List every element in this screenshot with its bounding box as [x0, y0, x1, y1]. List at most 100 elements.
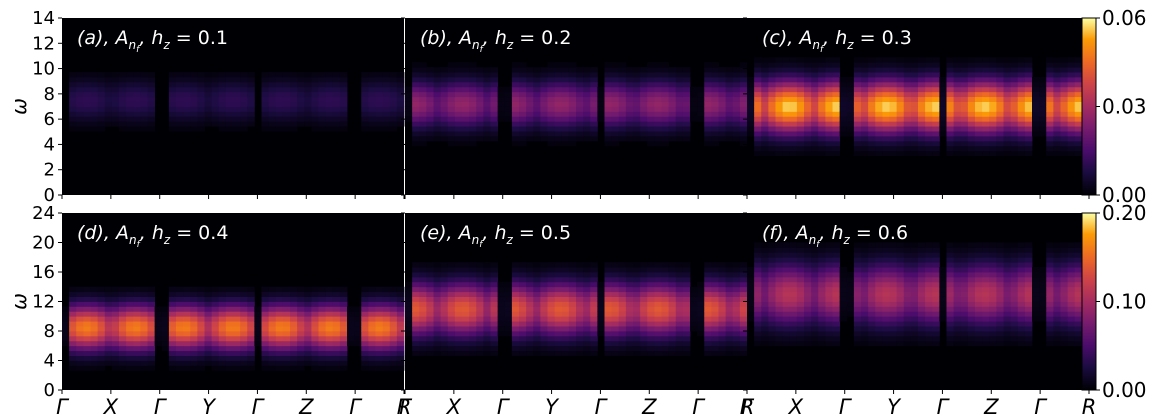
- heatmap-cell: [682, 72, 691, 78]
- heatmap-cell: [818, 252, 826, 258]
- heatmap-cell: [633, 116, 641, 122]
- heatmap-cell: [1017, 272, 1026, 278]
- heatmap-cell: [447, 286, 456, 293]
- heatmap-cell: [868, 77, 876, 83]
- heatmap-cell: [76, 286, 84, 293]
- heatmap-cell: [604, 91, 613, 98]
- heatmap-cell: [454, 67, 463, 73]
- heatmap-cell: [126, 306, 134, 312]
- heatmap-cell: [925, 67, 933, 73]
- heatmap-cell: [811, 326, 819, 332]
- heatmap-cell: [982, 262, 990, 268]
- heatmap-cell: [1074, 126, 1083, 132]
- heatmap-cell: [896, 286, 905, 293]
- heatmap-cell: [782, 67, 791, 73]
- heatmap-cell: [147, 101, 156, 107]
- heatmap-cell: [796, 286, 805, 293]
- heatmap-cell: [311, 316, 319, 322]
- heatmap-cell: [140, 101, 148, 107]
- heatmap-cell: [654, 62, 662, 68]
- heatmap-cell: [640, 350, 648, 356]
- heatmap-cell: [275, 116, 284, 122]
- heatmap-cell: [910, 340, 919, 347]
- heatmap-cell: [768, 311, 776, 317]
- heatmap-cell: [597, 291, 605, 297]
- heatmap-cell: [233, 101, 241, 107]
- heatmap-cell: [318, 291, 327, 297]
- heatmap-cell: [832, 276, 841, 283]
- heatmap-cell: [1032, 106, 1040, 112]
- heatmap-cell: [853, 267, 862, 273]
- heatmap-cell: [853, 326, 862, 332]
- heatmap-cell: [775, 111, 784, 117]
- heatmap-cell: [318, 296, 327, 302]
- heatmap-cell: [953, 257, 962, 263]
- heatmap-cell: [97, 81, 106, 88]
- heatmap-cell: [233, 360, 241, 366]
- heatmap-cell: [796, 242, 805, 248]
- heatmap-cell: [1060, 86, 1069, 93]
- heatmap-cell: [1060, 326, 1069, 332]
- heatmap-cell: [396, 306, 405, 312]
- heatmap-cell: [640, 306, 648, 312]
- heatmap-cell: [1010, 101, 1019, 107]
- heatmap-cell: [1010, 301, 1019, 307]
- heatmap-cell: [1067, 77, 1076, 83]
- heatmap-cell: [996, 86, 1004, 93]
- heatmap-cell: [197, 326, 205, 332]
- heatmap-cell: [554, 86, 563, 93]
- heatmap-cell: [183, 301, 191, 307]
- heatmap-cell: [347, 331, 355, 337]
- heatmap-cell: [176, 355, 184, 361]
- heatmap-cell: [476, 81, 484, 88]
- heatmap-cell: [183, 316, 191, 322]
- heatmap-cell: [839, 316, 848, 322]
- heatmap-cell: [490, 136, 499, 142]
- heatmap-cell: [1017, 106, 1026, 112]
- heatmap-cell: [903, 96, 912, 102]
- heatmap-cell: [361, 350, 369, 356]
- heatmap-cell: [604, 335, 613, 342]
- heatmap-cell: [853, 276, 862, 283]
- heatmap-cell: [640, 331, 648, 337]
- heatmap-cell: [361, 296, 369, 302]
- heatmap-cell: [611, 67, 620, 73]
- heatmap-cell: [789, 150, 798, 157]
- heatmap-cell: [83, 301, 91, 307]
- heatmap-cell: [953, 262, 962, 268]
- heatmap-cell: [967, 111, 976, 117]
- heatmap-cell: [526, 272, 534, 278]
- heatmap-cell: [1032, 286, 1040, 293]
- heatmap-cell: [211, 121, 220, 127]
- heatmap-cell: [233, 286, 241, 293]
- heatmap-cell: [547, 77, 556, 83]
- heatmap-cell: [183, 360, 191, 366]
- heatmap-cell: [490, 131, 499, 137]
- heatmap-cell: [796, 262, 805, 268]
- heatmap-cell: [967, 136, 976, 142]
- heatmap-cell: [896, 321, 905, 327]
- heatmap-cell: [583, 286, 591, 293]
- heatmap-cell: [682, 345, 691, 352]
- heatmap-cell: [275, 301, 284, 307]
- heatmap-cell: [590, 331, 598, 337]
- heatmap-cell: [732, 316, 741, 322]
- heatmap-cell: [889, 136, 898, 142]
- heatmap-cell: [675, 272, 684, 278]
- heatmap-cell: [918, 267, 926, 273]
- heatmap-cell: [576, 321, 584, 327]
- heatmap-cell: [375, 316, 384, 322]
- heatmap-cell: [233, 296, 241, 302]
- heatmap-cell: [918, 126, 926, 132]
- heatmap-cell: [875, 145, 883, 152]
- heatmap-cell: [1060, 67, 1069, 73]
- heatmap-cell: [804, 301, 812, 307]
- heatmap-cell: [789, 121, 798, 127]
- heatmap-cell: [304, 101, 312, 107]
- heatmap-cell: [761, 267, 769, 273]
- heatmap-cell: [846, 121, 855, 127]
- heatmap-cell: [240, 360, 248, 366]
- heatmap-cell: [718, 331, 727, 337]
- heatmap-cell: [811, 62, 819, 68]
- heatmap-cell: [661, 331, 670, 337]
